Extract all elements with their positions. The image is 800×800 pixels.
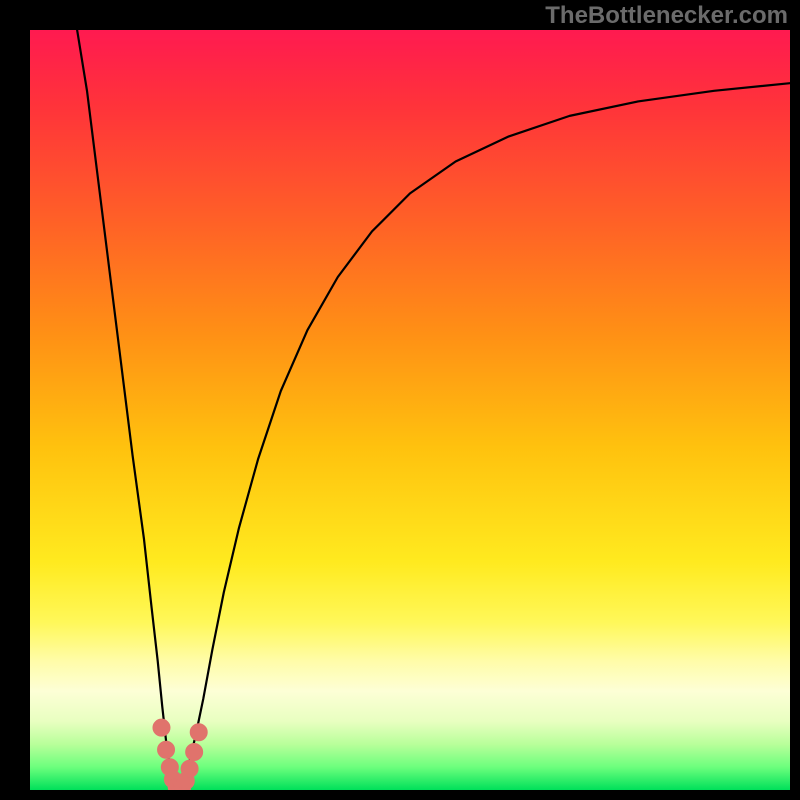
marker-dot <box>158 741 175 758</box>
watermark-label: TheBottlenecker.com <box>545 2 788 30</box>
curve-layer <box>30 30 790 790</box>
marker-dot <box>190 724 207 741</box>
marker-dot <box>153 719 170 736</box>
bottleneck-curve <box>77 30 790 790</box>
marker-group <box>153 719 207 790</box>
marker-dot <box>186 744 203 761</box>
marker-dot <box>181 760 198 777</box>
plot-area <box>30 30 790 790</box>
chart-frame: TheBottlenecker.com <box>0 0 800 800</box>
